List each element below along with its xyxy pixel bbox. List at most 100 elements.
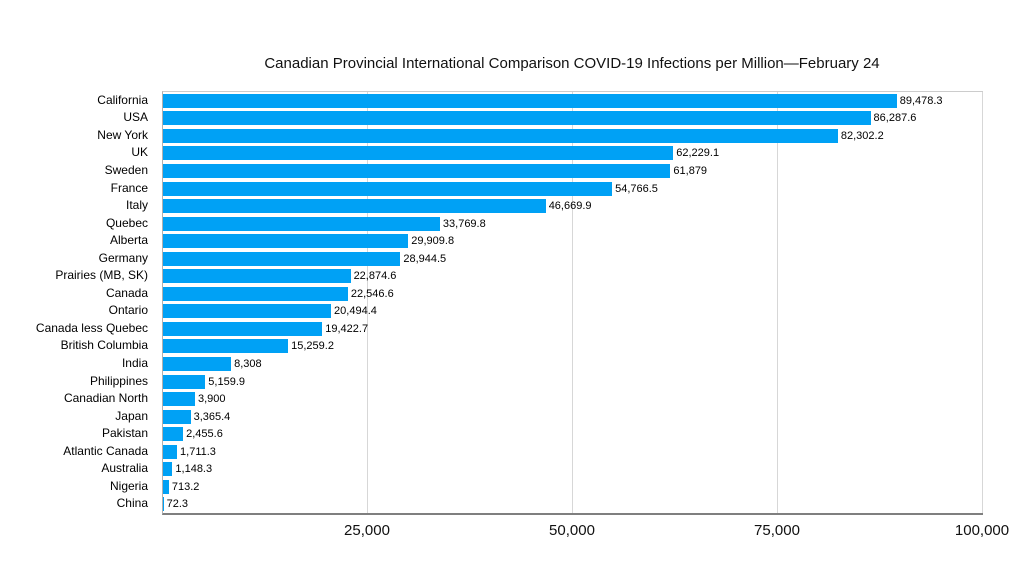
bar-row: 1,711.3 [163,443,983,461]
category-label: USA [123,110,148,125]
value-label: 2,455.6 [186,428,223,441]
category-label: Sweden [104,162,148,177]
x-tick-label: 100,000 [954,522,1010,539]
category-label: Quebec [105,215,148,230]
value-label: 86,287.6 [873,112,917,125]
bar-row: 33,769.8 [163,215,983,233]
bar [163,321,323,336]
value-label: 82,302.2 [840,129,884,142]
bar-row: 62,229.1 [163,145,983,163]
bar [163,251,401,266]
x-tick-label: 25,000 [344,522,390,539]
category-label: Pakistan [101,426,148,441]
bar-row: 1,148.3 [163,460,983,478]
chart-title: Canadian Provincial International Compar… [264,55,880,72]
bar-row: 29,909.8 [163,232,983,250]
bar [163,128,838,143]
bar-row: 5,159.9 [163,373,983,391]
category-label: Nigeria [109,478,148,493]
bar-row: 713.2 [163,478,983,496]
bar [163,304,332,319]
bar [163,392,195,407]
value-label: 33,769.8 [442,217,486,230]
category-label: Prairies (MB, SK) [55,268,148,283]
value-label: 5,159.9 [208,375,245,388]
bar-row: 89,478.3 [163,92,983,110]
category-label: Atlantic Canada [63,443,148,458]
value-label: 8,308 [234,357,262,370]
category-label: India [121,355,148,370]
value-label: 1,711.3 [180,445,216,458]
bar-row: 22,546.6 [163,285,983,303]
bar [163,427,184,442]
value-label: 28,944.5 [403,252,447,265]
category-label: British Columbia [60,338,148,353]
bar-row: 3,365.4 [163,408,983,426]
plot-area: 89,478.3 86,287.6 82,302.2 62,229.1 61,879 54… [162,91,983,515]
gridline [777,92,778,513]
value-label: 20,494.4 [334,305,377,318]
category-label: Philippines [89,373,148,388]
bar-row: 54,766.5 [163,180,983,198]
value-label: 62,229.1 [676,147,720,160]
category-label: Germany [98,250,148,265]
bar-row: 15,259.2 [163,338,983,356]
category-label: Canadian North [63,391,148,406]
bar [163,497,164,512]
x-tick-label: 50,000 [549,522,595,539]
category-label: China [116,496,148,511]
bar [163,374,206,389]
bar-row: 20,494.4 [163,303,983,321]
value-label: 713.2 [171,480,200,493]
bar-row: 28,944.5 [163,250,983,268]
bar [163,286,348,301]
bar-row: 46,669.9 [163,197,983,215]
bar [163,462,173,477]
category-label: UK [131,145,148,160]
category-label: Alberta [109,233,148,248]
bar [163,216,440,231]
bar-row: 61,879 [163,162,983,180]
bar-row: 2,455.6 [163,425,983,443]
category-label: Japan [115,408,148,423]
value-label: 1,148.3 [175,463,213,476]
value-label: 72.3 [166,498,188,511]
bar [163,339,289,354]
value-label: 19,422.7 [325,322,369,335]
bar [163,199,546,214]
bar [163,444,178,459]
bar [163,111,871,126]
value-label: 3,900 [197,393,226,406]
category-axis: California USA New York UK Sweden France Italy… [0,91,155,512]
bar-row: 8,308 [163,355,983,373]
value-label: 29,909.8 [411,235,455,248]
value-label: 54,766.5 [615,182,658,195]
bar [163,234,409,249]
value-label: 89,478.3 [899,94,943,107]
gridline [572,92,573,513]
gridline [367,92,368,513]
category-label: Canada [105,285,148,300]
value-label: 22,546.6 [350,287,394,300]
value-label: 61,879 [673,164,708,177]
bar-row: 86,287.6 [163,110,983,128]
value-label: 15,259.2 [291,340,334,353]
gridline [982,92,983,513]
category-label: New York [97,127,148,142]
bar-row: 72.3 [163,496,983,514]
category-label: California [97,92,148,107]
bar [163,163,671,178]
category-label: Italy [125,198,148,213]
value-label: 22,874.6 [353,270,397,283]
bar [163,479,169,494]
bar [163,409,191,424]
bar [163,146,674,161]
x-tick-label: 75,000 [754,522,800,539]
bar-row: 3,900 [163,390,983,408]
bar [163,181,613,196]
value-label: 3,365.4 [193,410,231,423]
bar [163,93,897,108]
bar-row: 22,874.6 [163,267,983,285]
bar-row: 82,302.2 [163,127,983,145]
